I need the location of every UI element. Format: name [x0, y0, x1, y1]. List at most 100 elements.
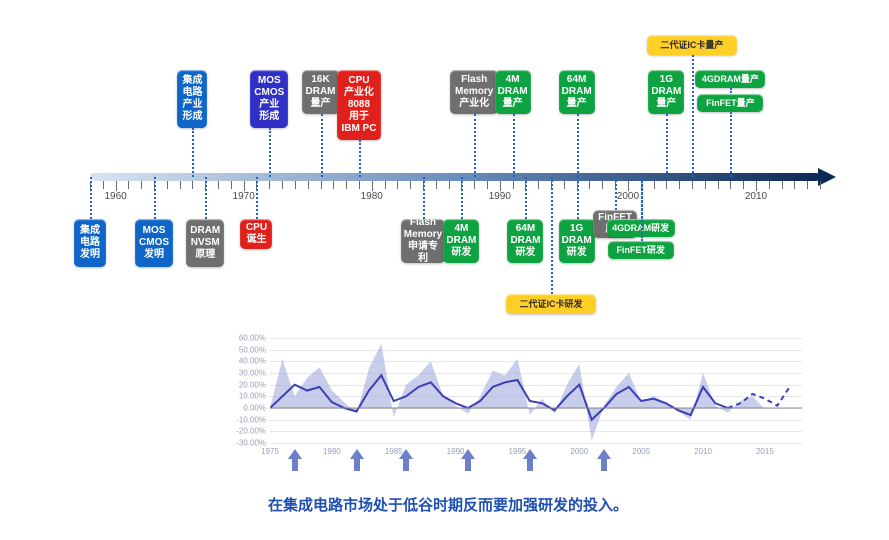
arrow-up-icon: [525, 449, 535, 471]
tick: [513, 181, 514, 189]
tick: [730, 181, 731, 189]
leader-dram-nvsm: [205, 177, 207, 219]
leader-finfet-mp: [730, 112, 732, 177]
tick: [436, 181, 437, 189]
arrow-up-icon: [599, 449, 609, 471]
leader-ic-industry: [192, 128, 194, 177]
ylabel: 30.00%: [232, 369, 266, 378]
chart: 60.00%50.00%40.00%30.00%20.00%10.00%0.00…: [232, 338, 802, 513]
tick: [218, 181, 219, 189]
tick: [167, 181, 168, 189]
node-4gdram-mp: 4GDRAM量产: [695, 70, 765, 88]
leader-mos-cmos-inv: [154, 177, 156, 219]
tick: [192, 181, 193, 189]
leader-cpu-born: [256, 177, 258, 219]
leader-finfet-rd: [641, 177, 643, 241]
tick: [385, 181, 386, 189]
node-finfet-rd: FinFET研发: [608, 241, 674, 259]
ylabel: 50.00%: [232, 345, 266, 354]
tick: [602, 181, 603, 189]
leader-dram-16k: [321, 114, 323, 177]
timeline-axis: [90, 173, 820, 181]
tick: [564, 181, 565, 189]
tick: [308, 181, 309, 189]
tick: [346, 181, 347, 189]
year-label: 1990: [489, 191, 511, 202]
tick: [589, 181, 590, 189]
area-series: [270, 344, 765, 441]
tick: [654, 181, 655, 189]
leader-flash-pat: [423, 177, 425, 219]
leader-dram-64m-mp: [577, 114, 579, 177]
tick: [474, 181, 475, 189]
leader-mos-ind: [269, 128, 271, 177]
arrow-up-icon: [463, 449, 473, 471]
xlabel: 2015: [756, 447, 774, 456]
tick: [794, 181, 795, 189]
node-dram-4m-rd: 4M DRAM 研发: [443, 219, 479, 263]
arrow-up-icon: [352, 449, 362, 471]
tick: [500, 181, 501, 191]
node-cpu-born: CPU 诞生: [240, 219, 272, 249]
gridline: [270, 443, 802, 444]
year-label: 1960: [104, 191, 126, 202]
node-dram-1g-rd: 1G DRAM 研发: [559, 219, 595, 263]
leader-ic2-rd: [551, 177, 553, 294]
leader-ic-invent: [90, 177, 92, 219]
leader-cpu-8088: [359, 140, 361, 177]
tick: [231, 181, 232, 189]
leader-finfet-princ: [615, 177, 617, 210]
node-mos-ind: MOS CMOS 产业 形成: [250, 70, 288, 128]
tick: [359, 181, 360, 189]
tick: [410, 181, 411, 189]
xlabel: 1980: [323, 447, 341, 456]
tick: [295, 181, 296, 189]
tick: [538, 181, 539, 189]
ylabel: 0.00%: [232, 404, 266, 413]
tick: [807, 181, 808, 189]
node-ic-invent: 集成 电路 发明: [74, 219, 106, 267]
tick: [282, 181, 283, 189]
leader-dram-4m-rd: [461, 177, 463, 219]
ylabel: -20.00%: [232, 427, 266, 436]
xlabel: 1975: [261, 447, 279, 456]
node-dram-nvsm: DRAM NVSM 原理: [186, 219, 224, 267]
year-label: 2000: [617, 191, 639, 202]
node-cpu-8088: CPU 产业化 8088 用于 IBM PC: [337, 70, 381, 140]
tick: [244, 181, 245, 191]
node-dram-64m-mp: 64M DRAM 量产: [559, 70, 595, 114]
tick: [679, 181, 680, 189]
node-dram-64m-rd: 64M DRAM 研发: [507, 219, 543, 263]
tick: [692, 181, 693, 189]
node-flash-ind: Flash Memory 产业化: [450, 70, 498, 114]
tick: [180, 181, 181, 189]
tick: [820, 181, 821, 189]
ylabel: 20.00%: [232, 380, 266, 389]
year-label: 1970: [233, 191, 255, 202]
leader-dram-64m-rd: [525, 177, 527, 219]
leader-ic2-mp: [692, 55, 694, 177]
tick: [718, 181, 719, 189]
leader-flash-ind: [474, 114, 476, 177]
node-ic2-rd: 二代证IC卡研发: [506, 294, 596, 314]
xlabel: 2000: [570, 447, 588, 456]
tick: [782, 181, 783, 189]
tick: [628, 181, 629, 191]
tick: [449, 181, 450, 189]
node-dram-16k: 16K DRAM 量产: [302, 70, 340, 114]
node-flash-pat: Flash Memory 申请专利: [401, 219, 445, 263]
stage: 1960 1970 1980 1990 2000 2010 集成 电路 发明 MOS CMO…: [0, 0, 889, 540]
node-ic2-mp: 二代证IC卡量产: [647, 35, 737, 55]
year-label: 2010: [745, 191, 767, 202]
tick: [321, 181, 322, 189]
tick: [116, 181, 117, 191]
node-finfet-mp: FinFET量产: [697, 94, 763, 112]
year-label: 1980: [361, 191, 383, 202]
tick: [333, 181, 334, 189]
leader-dram-1g-mp: [666, 114, 668, 177]
ylabel: 10.00%: [232, 392, 266, 401]
tick: [372, 181, 373, 191]
tick: [269, 181, 270, 189]
tick: [705, 181, 706, 189]
tick: [743, 181, 744, 189]
